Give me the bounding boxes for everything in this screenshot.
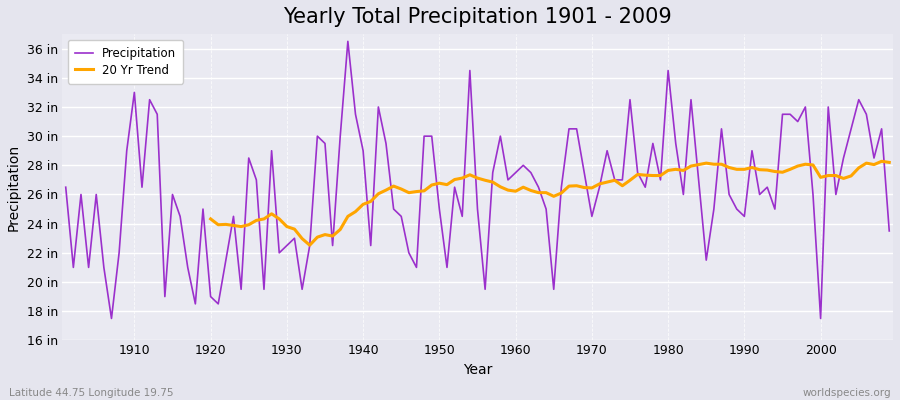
Precipitation xyxy=(350,112,361,117)
20 Yr Trend xyxy=(792,164,803,168)
Title: Yearly Total Precipitation 1901 - 2009: Yearly Total Precipitation 1901 - 2009 xyxy=(284,7,672,27)
20 Yr Trend xyxy=(777,170,788,175)
Precipitation xyxy=(106,316,117,321)
Line: 20 Yr Trend: 20 Yr Trend xyxy=(211,161,889,245)
Precipitation xyxy=(60,185,71,190)
20 Yr Trend xyxy=(686,164,697,168)
Precipitation xyxy=(526,170,536,175)
Y-axis label: Precipitation: Precipitation xyxy=(7,144,21,231)
20 Yr Trend xyxy=(418,188,429,193)
20 Yr Trend xyxy=(884,160,895,165)
20 Yr Trend xyxy=(877,159,887,164)
Precipitation xyxy=(343,39,354,44)
20 Yr Trend xyxy=(205,216,216,221)
Precipitation xyxy=(884,228,895,233)
Text: worldspecies.org: worldspecies.org xyxy=(803,388,891,398)
Precipitation xyxy=(617,178,628,182)
X-axis label: Year: Year xyxy=(463,363,492,377)
20 Yr Trend xyxy=(304,243,315,248)
Line: Precipitation: Precipitation xyxy=(66,41,889,318)
Precipitation xyxy=(297,287,308,292)
Legend: Precipitation, 20 Yr Trend: Precipitation, 20 Yr Trend xyxy=(68,40,184,84)
Precipitation xyxy=(129,90,140,95)
20 Yr Trend xyxy=(861,161,872,166)
20 Yr Trend xyxy=(297,236,308,241)
Precipitation xyxy=(518,163,528,168)
Text: Latitude 44.75 Longitude 19.75: Latitude 44.75 Longitude 19.75 xyxy=(9,388,174,398)
